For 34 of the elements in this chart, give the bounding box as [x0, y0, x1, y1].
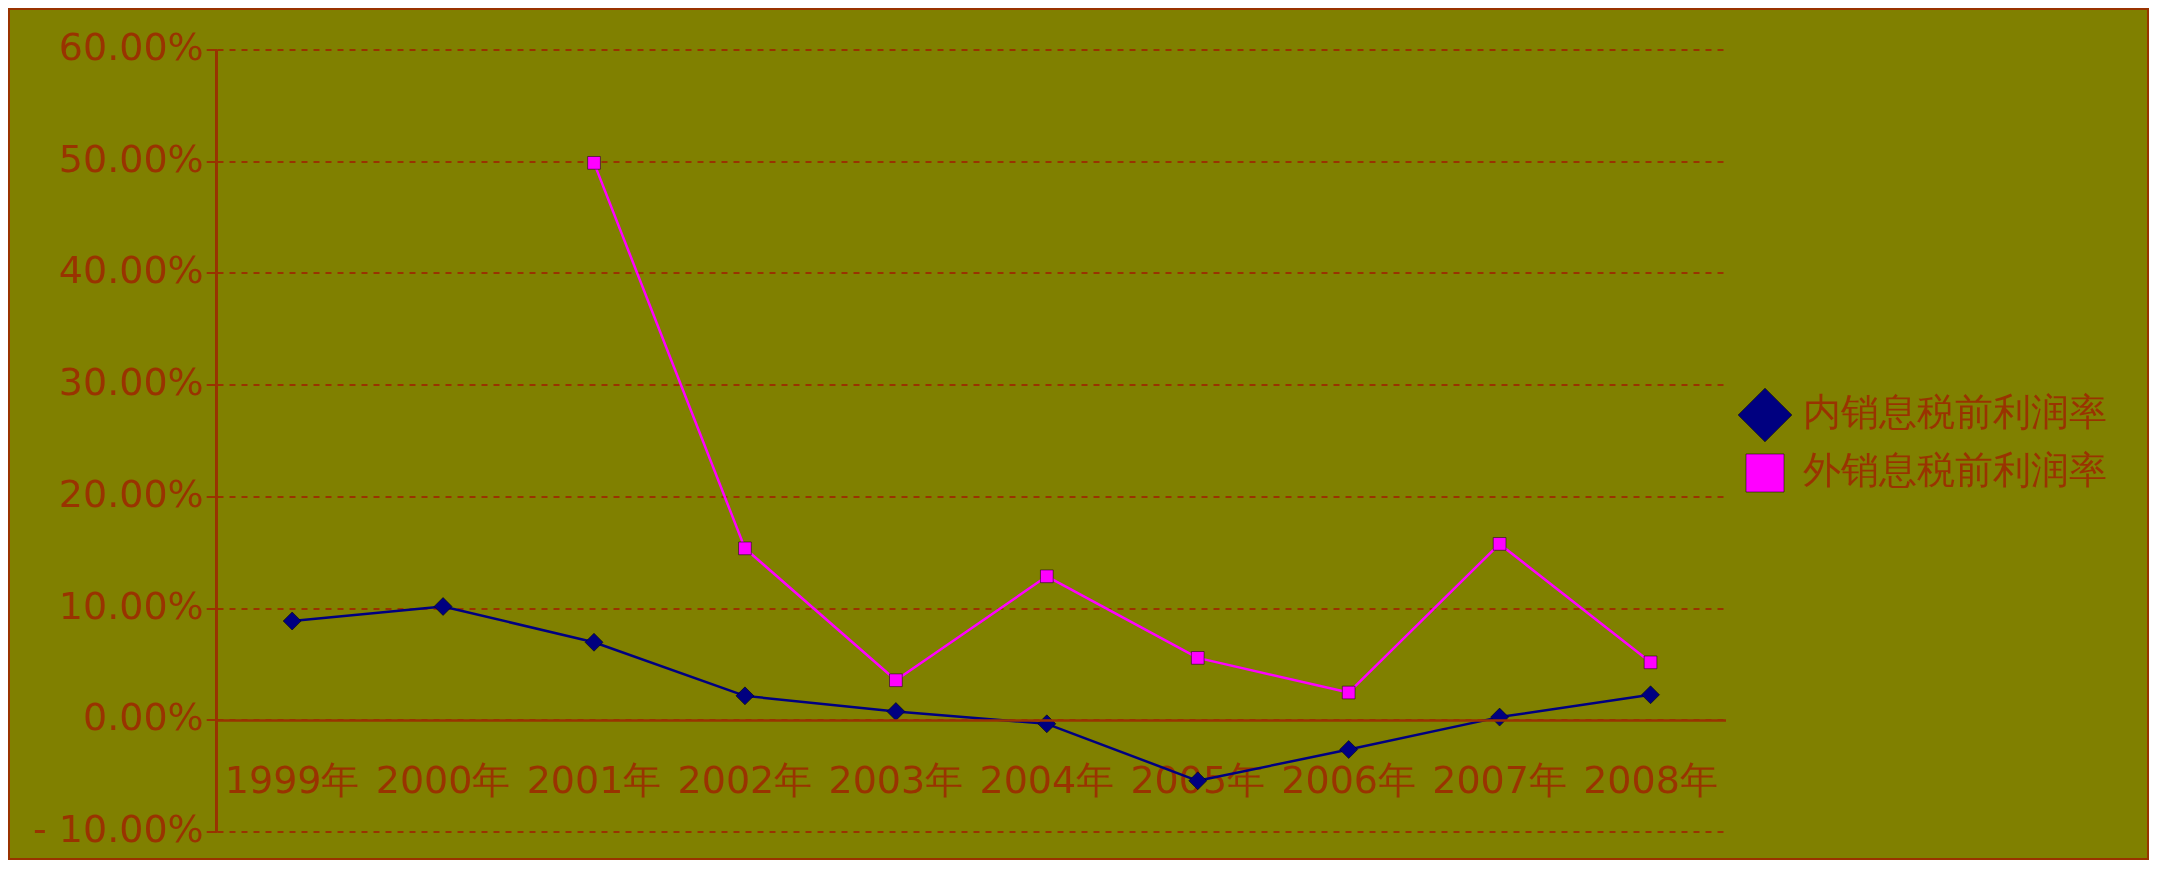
point — [1492, 537, 1507, 551]
x-tick-label: 2000年 — [375, 758, 511, 803]
y-tick-label: 0.00% — [82, 695, 204, 740]
x-tick-label: 2003年 — [828, 758, 964, 803]
legend-label: 内销息税前利润率 — [1803, 389, 2107, 434]
point — [1339, 740, 1358, 759]
y-tick-label: 60.00% — [58, 24, 204, 69]
y-tick-label: 50.00% — [58, 136, 204, 181]
point — [738, 541, 752, 555]
legend-label: 外销息税前利润率 — [1803, 447, 2107, 492]
point — [1342, 685, 1356, 700]
point — [584, 632, 604, 652]
y-tick-label: 30.00% — [58, 360, 204, 405]
point — [735, 686, 755, 706]
x-tick-label: 2007年 — [1432, 758, 1567, 803]
point — [587, 156, 601, 170]
x-tick-label: 2004年 — [979, 758, 1115, 803]
point — [886, 702, 906, 721]
point — [1191, 651, 1205, 665]
y-tick-label: - 10.00% — [33, 807, 204, 852]
point — [433, 597, 453, 616]
point — [282, 611, 302, 631]
x-tick-label: 2006年 — [1281, 758, 1417, 803]
point — [1641, 685, 1660, 705]
x-tick-label: 2002年 — [677, 758, 813, 803]
x-tick-label: 1999年 — [224, 758, 360, 803]
x-tick-label: 2008年 — [1583, 758, 1718, 803]
y-tick-label: 40.00% — [58, 248, 204, 293]
point — [889, 673, 903, 687]
y-tick-label: 10.00% — [58, 583, 204, 628]
x-tick-label: 2001年 — [526, 758, 662, 803]
y-tick-label: 20.00% — [58, 471, 204, 516]
point — [1040, 569, 1054, 583]
point — [1643, 655, 1658, 669]
